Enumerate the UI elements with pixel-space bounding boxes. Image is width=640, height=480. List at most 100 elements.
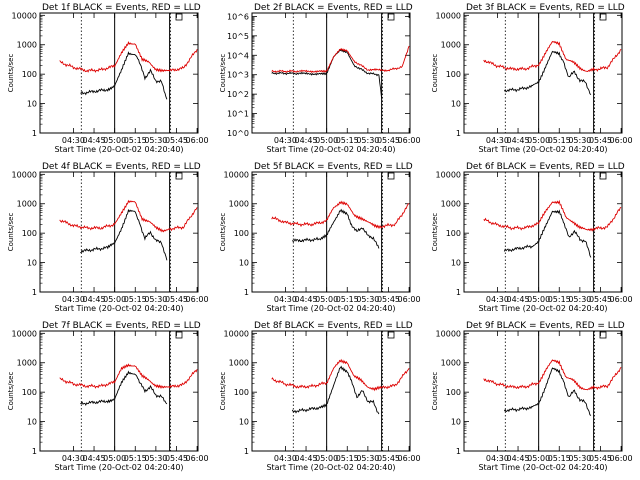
x-tick-label: 06:00	[186, 454, 209, 463]
x-tick-label: 05:15	[336, 295, 359, 304]
panel-title: Det 7f BLACK = Events, RED = LLD	[42, 321, 201, 331]
x-tick-label: 04:30	[486, 136, 509, 145]
x-tick-label: 05:15	[548, 454, 571, 463]
plot-frame	[39, 12, 199, 134]
y-tick-label: 1000	[441, 359, 461, 368]
y-tick-label: 100	[446, 388, 461, 397]
y-axis-label: Counts/sec	[431, 213, 439, 252]
x-tick-label: 04:45	[295, 454, 318, 463]
y-tick-label: 100	[234, 388, 249, 397]
y-tick-label: 10000	[436, 329, 461, 338]
panel-4: Det 4f BLACK = Events, RED = LLD 1 10 100 10…	[7, 162, 209, 313]
y-tick-label: 100	[446, 70, 461, 79]
y-tick-label: 10000	[12, 11, 37, 20]
x-tick-label: 05:45	[165, 454, 188, 463]
x-tick-label: 04:30	[486, 295, 509, 304]
panel-title: Det 6f BLACK = Events, RED = LLD	[466, 162, 625, 172]
x-tick-label: 04:45	[83, 295, 106, 304]
x-tick-label: 04:45	[83, 454, 106, 463]
x-tick-label: 05:30	[144, 454, 167, 463]
x-tick-label: 06:00	[610, 454, 633, 463]
events-series-line	[80, 51, 168, 100]
y-axis-label: Counts/sec	[7, 54, 15, 93]
events-series-line	[503, 50, 592, 96]
legend-box	[387, 172, 395, 180]
x-tick-label: 06:00	[610, 136, 633, 145]
lld-series-line	[59, 363, 198, 389]
panel-title: Det 1f BLACK = Events, RED = LLD	[42, 3, 201, 13]
plot-frame	[463, 171, 623, 293]
panel-title: Det 4f BLACK = Events, RED = LLD	[42, 162, 201, 172]
y-tick-label: 100	[22, 229, 37, 238]
panel-title: Det 8f BLACK = Events, RED = LLD	[254, 321, 413, 331]
y-tick-label: 1000	[17, 41, 37, 50]
x-tick-label: 05:00	[315, 454, 338, 463]
y-tick-label: 10	[27, 100, 37, 109]
x-tick-label: 05:00	[103, 136, 126, 145]
y-tick-label: 10000	[12, 170, 37, 179]
panel-6: Det 6f BLACK = Events, RED = LLD 1 10 100 10…	[431, 162, 633, 313]
y-tick-label: 10	[451, 418, 461, 427]
x-tick-label: 06:00	[398, 295, 421, 304]
x-tick-label: 05:15	[548, 136, 571, 145]
x-tick-label: 05:45	[165, 295, 188, 304]
y-tick-label: 100	[234, 229, 249, 238]
y-tick-label: 10^3	[227, 71, 249, 80]
x-tick-label: 05:15	[124, 136, 147, 145]
x-axis-label: Start Time (20-Oct-02 04:20:40)	[266, 463, 395, 472]
y-tick-label: 10^2	[227, 90, 249, 99]
legend-box	[599, 172, 607, 180]
x-tick-label: 05:00	[315, 136, 338, 145]
lld-series-line	[483, 40, 622, 72]
y-axis-label: Counts/sec	[7, 213, 15, 252]
x-tick-label: 05:00	[527, 136, 550, 145]
y-tick-label: 10	[239, 259, 249, 268]
x-tick-label: 05:45	[377, 454, 400, 463]
lld-series-line	[483, 359, 622, 391]
y-tick-label: 1	[456, 288, 461, 297]
x-tick-label: 04:45	[507, 454, 530, 463]
y-tick-label: 10000	[12, 329, 37, 338]
y-tick-label: 10000	[436, 170, 461, 179]
panel-1: Det 1f BLACK = Events, RED = LLD 1 10 100 10…	[7, 3, 209, 154]
lld-series-line	[59, 41, 198, 73]
y-tick-label: 10	[451, 259, 461, 268]
x-tick-label: 05:30	[356, 454, 379, 463]
y-tick-label: 1	[32, 447, 37, 456]
y-axis-label: Counts/sec	[7, 372, 15, 411]
panel-9: Det 9f BLACK = Events, RED = LLD 1 10 100 10…	[431, 321, 633, 472]
y-tick-label: 100	[446, 229, 461, 238]
x-tick-label: 05:15	[548, 295, 571, 304]
plot-frame	[251, 171, 411, 293]
x-tick-label: 04:30	[62, 454, 85, 463]
x-tick-label: 04:45	[83, 136, 106, 145]
x-tick-label: 05:45	[589, 454, 612, 463]
y-tick-label: 1	[32, 288, 37, 297]
x-tick-label: 06:00	[398, 136, 421, 145]
y-tick-label: 1	[456, 129, 461, 138]
y-tick-label: 1	[244, 447, 249, 456]
y-tick-label: 10000	[436, 11, 461, 20]
y-axis-label: Counts/sec	[219, 372, 227, 411]
events-series-line	[503, 367, 592, 416]
x-tick-label: 04:30	[274, 454, 297, 463]
x-axis-label: Start Time (20-Oct-02 04:20:40)	[54, 145, 183, 154]
x-axis-label: Start Time (20-Oct-02 04:20:40)	[266, 145, 395, 154]
x-tick-label: 05:30	[356, 295, 379, 304]
y-tick-label: 100	[22, 388, 37, 397]
x-tick-label: 05:30	[568, 295, 591, 304]
panel-5: Det 5f BLACK = Events, RED = LLD 1 10 100 10…	[219, 162, 421, 313]
y-tick-label: 1000	[17, 359, 37, 368]
events-series-line	[271, 48, 383, 99]
x-axis-label: Start Time (20-Oct-02 04:20:40)	[266, 304, 395, 313]
lld-series-line	[271, 358, 410, 392]
x-tick-label: 06:00	[398, 454, 421, 463]
panel-title: Det 5f BLACK = Events, RED = LLD	[254, 162, 413, 172]
y-axis-label: Counts/sec	[431, 372, 439, 411]
legend-box	[599, 13, 607, 21]
x-tick-label: 05:15	[336, 454, 359, 463]
y-tick-label: 10	[239, 418, 249, 427]
x-tick-label: 04:30	[486, 454, 509, 463]
x-tick-label: 05:00	[527, 295, 550, 304]
